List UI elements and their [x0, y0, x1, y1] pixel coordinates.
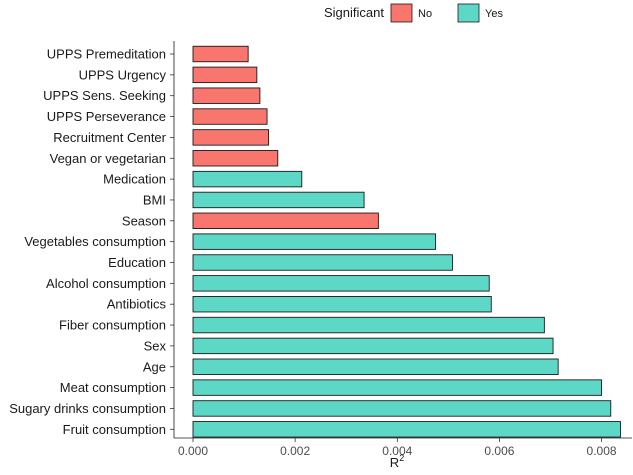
category-label: Meat consumption — [60, 380, 166, 395]
x-axis-title-superscript: 2 — [399, 453, 404, 463]
bar-bmi — [192, 191, 365, 209]
x-tick-label: 0.006 — [484, 444, 514, 458]
legend-label-no: No — [418, 8, 432, 20]
x-axis-title: R2 — [390, 453, 404, 470]
category-label: Season — [122, 213, 166, 228]
category-label: Medication — [103, 172, 166, 187]
category-label: UPPS Premeditation — [47, 47, 166, 62]
bar-season — [192, 212, 379, 230]
category-label: UPPS Perseverance — [47, 109, 166, 124]
bar-age — [192, 358, 559, 375]
bar-alcohol-consumption — [192, 275, 490, 292]
x-tick-label: 0.004 — [382, 444, 412, 458]
bar-medication — [192, 170, 303, 188]
x-tick-label: 0.000 — [178, 444, 208, 458]
bar-antibiotics — [192, 296, 492, 313]
category-label: Recruitment Center — [53, 130, 166, 145]
legend-title: Significant — [324, 5, 384, 20]
category-label: Vegetables consumption — [24, 234, 166, 249]
bar-fiber-consumption — [192, 316, 545, 334]
category-label: Fiber consumption — [59, 318, 166, 333]
legend-swatch-no — [390, 3, 413, 23]
bar-education — [192, 254, 453, 271]
bar-vegetables-consumption — [192, 233, 437, 250]
legend-swatch-yes — [457, 3, 480, 23]
category-label: Vegan or vegetarian — [50, 151, 166, 166]
x-tick-label: 0.008 — [587, 444, 617, 458]
category-label: Sex — [144, 338, 167, 353]
x-axis-title-base: R — [390, 455, 399, 470]
bar-sugary-drinks-consumption — [192, 400, 612, 417]
category-label: Age — [143, 359, 166, 374]
category-label: UPPS Sens. Seeking — [43, 88, 166, 103]
x-tick-label: 0.002 — [280, 444, 310, 458]
bar-sex — [192, 337, 554, 355]
category-label: Fruit consumption — [63, 422, 166, 437]
category-label: BMI — [143, 192, 166, 207]
bar-meat-consumption — [192, 379, 603, 396]
bar-recruitment-center — [192, 129, 270, 146]
bars-group — [192, 45, 621, 438]
bar-fruit-consumption — [192, 421, 621, 438]
category-label: UPPS Urgency — [79, 67, 167, 82]
bar-upps-perseverance — [192, 108, 268, 125]
category-label: Alcohol consumption — [46, 276, 166, 291]
category-label: Sugary drinks consumption — [9, 401, 166, 416]
legend: Significant No Yes — [324, 3, 503, 23]
legend-label-yes: Yes — [485, 8, 503, 20]
bar-upps-sens-seeking — [192, 87, 261, 104]
x-ticks-group: 0.000 0.002 0.004 0.006 0.008 — [178, 438, 617, 458]
category-labels-group: UPPS Premeditation UPPS Urgency UPPS Sens.… — [9, 47, 174, 437]
category-label: Education — [108, 255, 166, 270]
bar-upps-premeditation — [192, 45, 249, 63]
category-label: Antibiotics — [107, 297, 167, 312]
bar-upps-urgency — [192, 66, 258, 84]
bar-vegan-or-vegetarian — [192, 150, 279, 167]
